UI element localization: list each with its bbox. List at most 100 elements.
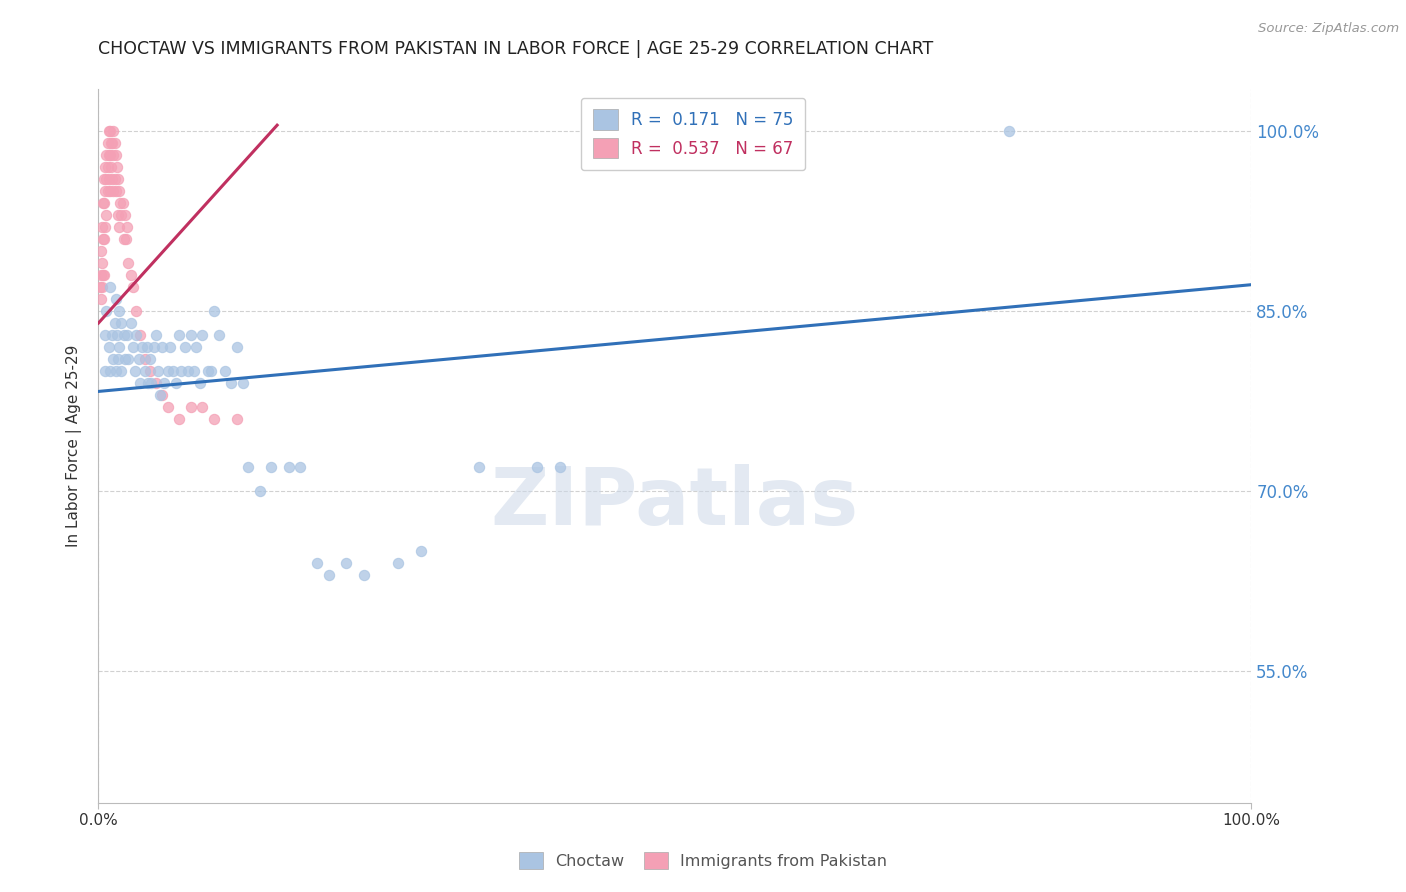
Point [103,148,125,162]
Point [97,172,120,186]
Point [122,340,145,354]
Point [107,208,129,222]
Point [90,280,112,294]
Point [112,328,135,343]
Point [94,160,117,174]
Point [101,328,124,343]
Point [129,328,152,343]
Point [150,340,173,354]
Point [107,172,129,186]
Point [183,364,205,378]
Point [117,220,139,235]
Point [167,412,190,426]
Point [104,292,127,306]
Point [219,376,242,390]
Point [103,172,125,186]
Point [108,220,131,235]
Point [202,304,225,318]
Point [167,328,190,343]
Point [117,352,139,367]
Point [93,268,115,282]
Point [129,376,152,390]
Point [277,460,299,475]
Point [156,364,179,378]
Point [96,208,118,222]
Point [98,184,121,198]
Point [101,136,124,151]
Point [105,328,128,343]
Point [122,280,145,294]
Point [94,220,117,235]
Point [117,256,139,270]
Point [91,196,114,211]
Point [100,160,122,174]
Point [231,376,254,390]
Point [188,376,211,390]
Text: CHOCTAW VS IMMIGRANTS FROM PAKISTAN IN LABOR FORCE | AGE 25-29 CORRELATION CHART: CHOCTAW VS IMMIGRANTS FROM PAKISTAN IN L… [98,40,934,58]
Point [90,220,112,235]
Point [107,352,129,367]
Point [290,460,312,475]
Point [114,208,136,222]
Point [103,136,125,151]
Point [90,244,112,259]
Point [148,388,170,402]
Point [249,483,271,498]
Point [125,328,148,343]
Point [110,208,132,222]
Point [108,340,131,354]
Text: Source: ZipAtlas.com: Source: ZipAtlas.com [1258,22,1399,36]
Point [186,340,208,354]
Point [134,352,156,367]
Point [105,160,128,174]
Point [526,460,548,475]
Point [98,364,121,378]
Point [104,364,127,378]
Point [202,412,225,426]
Point [94,328,117,343]
Legend: R =  0.171   N = 75, R =  0.537   N = 67: R = 0.171 N = 75, R = 0.537 N = 67 [581,97,804,169]
Point [96,172,118,186]
Point [238,460,260,475]
Point [101,172,124,186]
Point [93,172,115,186]
Point [120,316,142,330]
Point [108,304,131,318]
Point [998,124,1021,138]
Point [260,460,283,475]
Point [170,364,193,378]
Point [97,160,120,174]
Point [335,556,357,570]
Point [225,412,247,426]
Point [150,388,173,402]
Point [104,148,127,162]
Point [307,556,329,570]
Point [115,232,138,246]
Point [94,184,117,198]
Point [90,256,112,270]
Point [94,364,117,378]
Point [100,136,122,151]
Point [153,376,176,390]
Point [124,364,146,378]
Point [96,304,118,318]
Point [103,352,125,367]
Point [98,280,121,294]
Point [318,568,340,582]
Text: ZIPatlas: ZIPatlas [491,464,859,542]
Point [98,124,121,138]
Point [145,328,167,343]
Point [110,364,132,378]
Point [353,568,375,582]
Point [128,352,150,367]
Point [156,400,179,414]
Point [191,328,214,343]
Point [197,364,219,378]
Point [91,232,114,246]
Point [225,340,247,354]
Point [548,460,571,475]
Point [214,364,236,378]
Point [117,328,139,343]
Point [208,328,231,343]
Point [103,124,125,138]
